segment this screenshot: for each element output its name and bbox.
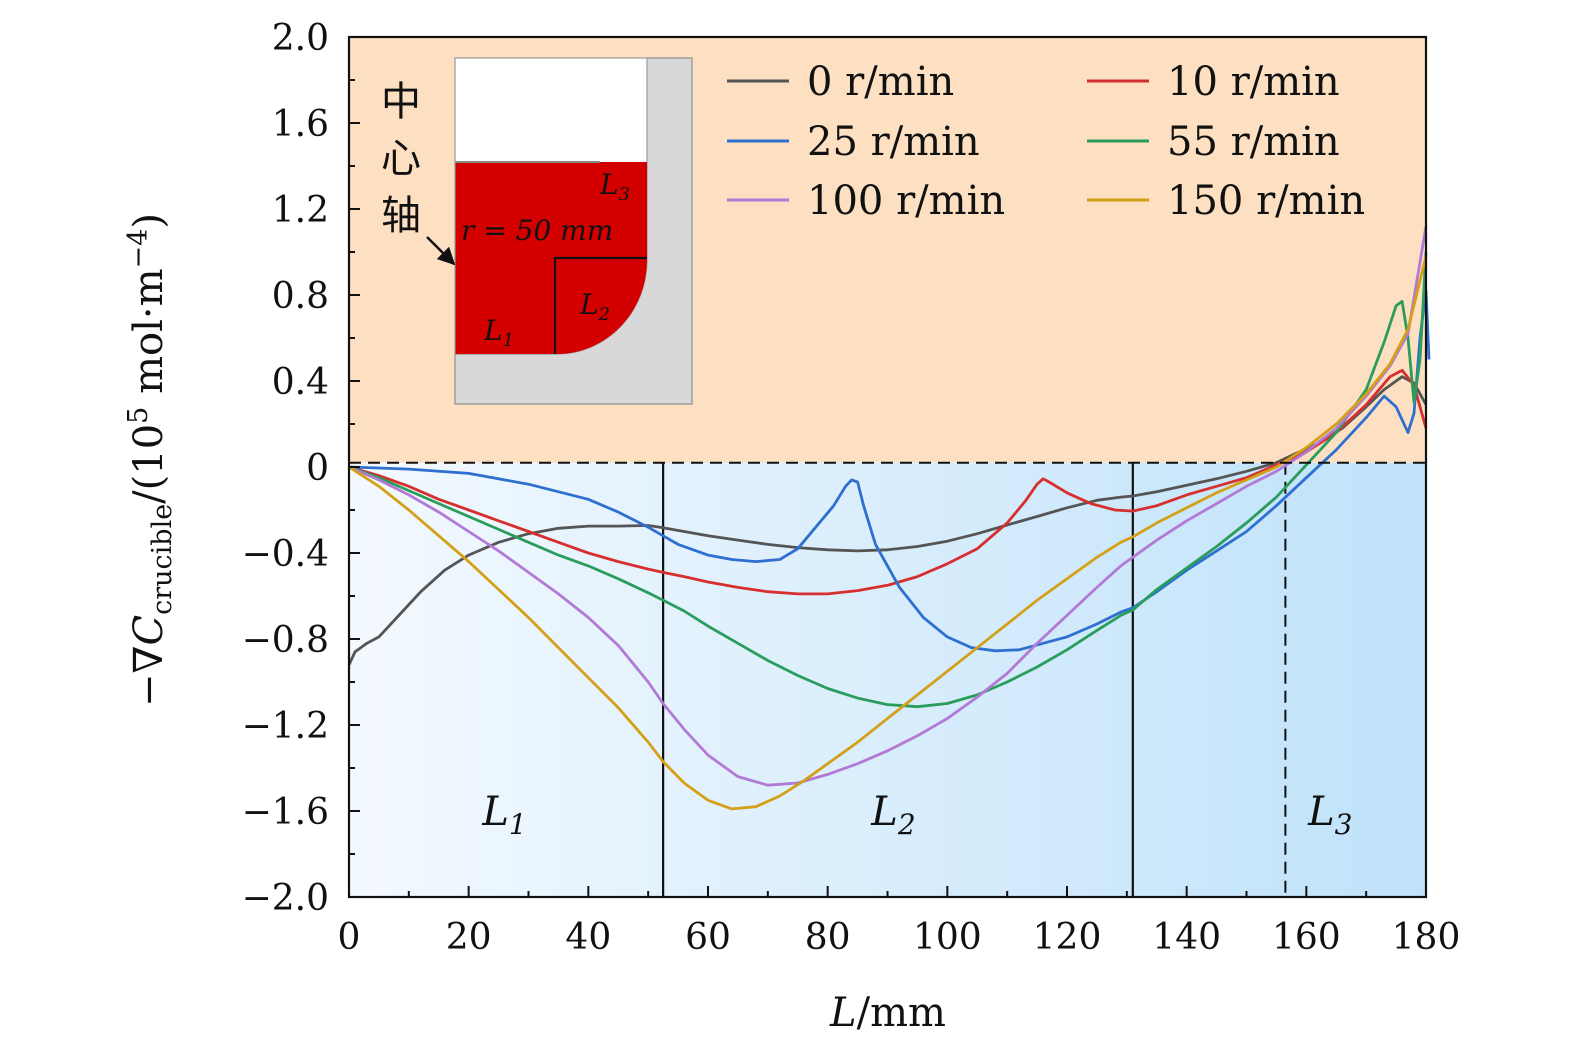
- inset-label-l3: L3: [599, 168, 630, 205]
- series-line-0-r-min: [347, 375, 1428, 666]
- legend-label: 25 r/min: [807, 119, 980, 165]
- legend-label: 0 r/min: [807, 59, 954, 105]
- y-tick-label: −2.0: [242, 878, 329, 919]
- series-line-55-r-min: [348, 251, 1428, 709]
- x-tick-label: 60: [685, 917, 731, 958]
- inset-label-l1: L1: [483, 314, 514, 351]
- legend-label: 10 r/min: [1167, 59, 1340, 105]
- region-label-3: L3: [1307, 789, 1352, 841]
- inset-label-l2: L2: [579, 288, 610, 325]
- x-tick-label: 0: [338, 917, 361, 958]
- axis-tick-labels: 0 20 40 60 80 100 120 140 160 180 2.0 1.6 1.2 0.8 0.4 0…: [242, 18, 1461, 958]
- series-line-10-r-min: [348, 368, 1428, 596]
- x-axis-var: L: [829, 990, 857, 1036]
- y-tick-label: 1.2: [272, 190, 329, 231]
- y-tick-label: 0.8: [272, 276, 329, 317]
- x-axis-label: L/mm: [829, 990, 946, 1036]
- inset-border: [454, 57, 693, 405]
- y-tick-label: 0: [306, 448, 329, 489]
- x-tick-label: 40: [565, 917, 611, 958]
- inset-melt-region: [455, 162, 647, 354]
- y-axis-unit: mol·m: [126, 268, 172, 406]
- inset-axis-arrow: [426, 236, 456, 266]
- series-line-150-r-min: [348, 255, 1428, 811]
- y-axis-subscript: crucible: [147, 504, 178, 615]
- y-axis-close: ): [126, 213, 172, 229]
- series-line-25-r-min: [348, 289, 1431, 653]
- inset-axis-label-char-3: 轴: [381, 193, 421, 239]
- x-axis-unit: /mm: [857, 990, 946, 1036]
- inset-radius-label: r = 50 mm: [461, 214, 613, 247]
- y-tick-label: −0.4: [242, 534, 329, 575]
- y-tick-label: −1.2: [242, 706, 329, 747]
- y-axis-mid: /(10: [126, 424, 172, 504]
- series-line-100-r-min: [348, 225, 1428, 787]
- y-tick-label: 1.6: [272, 104, 329, 145]
- region-labels: L1 L2 L3: [481, 789, 1352, 841]
- x-tick-label: 160: [1272, 917, 1341, 958]
- y-axis-unit-exponent: −4: [123, 229, 154, 269]
- x-tick-label: 180: [1392, 917, 1461, 958]
- x-tick-label: 80: [805, 917, 851, 958]
- legend-label: 150 r/min: [1167, 178, 1365, 224]
- y-axis-exponent: 5: [123, 407, 154, 424]
- y-tick-label: 0.4: [272, 362, 329, 403]
- legend-label: 55 r/min: [1167, 119, 1340, 165]
- y-tick-label: −0.8: [242, 620, 329, 661]
- y-axis-prefix: −∇C: [126, 615, 172, 707]
- axis-ticks: [348, 36, 1427, 898]
- x-tick-label: 100: [913, 917, 982, 958]
- x-tick-label: 140: [1152, 917, 1221, 958]
- region-label-2: L2: [870, 789, 915, 841]
- x-tick-label: 120: [1033, 917, 1102, 958]
- inset-radius-guide: [553, 256, 647, 354]
- crucible-inset: r = 50 mm L1 L2 L3 中 心 轴: [381, 57, 693, 405]
- series-layer: [347, 225, 1431, 811]
- x-tick-label: 20: [446, 917, 492, 958]
- inset-axis-label-char-1: 中: [381, 79, 421, 125]
- y-tick-label: 2.0: [272, 18, 329, 59]
- y-axis-label: −∇Ccrucible/(105 mol·m−4): [123, 213, 178, 707]
- inset-axis-label-char-2: 心: [381, 136, 421, 182]
- y-tick-label: −1.6: [242, 792, 329, 833]
- legend-label: 100 r/min: [807, 178, 1005, 224]
- region-label-1: L1: [481, 789, 526, 841]
- legend: 0 r/min 10 r/min 25 r/min 55 r/min 100 r/min…: [727, 59, 1365, 224]
